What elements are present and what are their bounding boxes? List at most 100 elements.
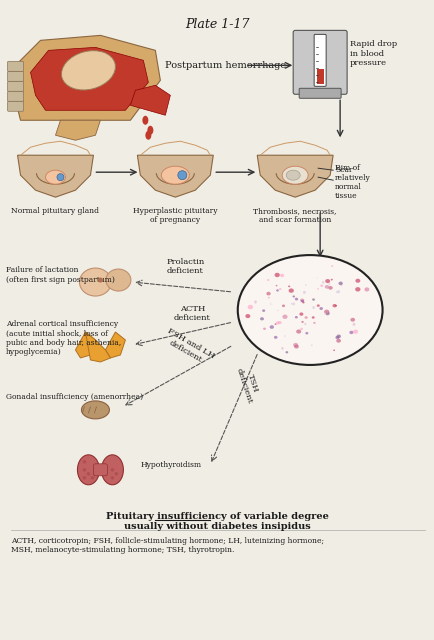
Ellipse shape [328, 283, 329, 285]
Ellipse shape [283, 335, 285, 337]
Ellipse shape [274, 323, 276, 325]
Ellipse shape [266, 279, 269, 281]
Ellipse shape [269, 303, 272, 305]
Polygon shape [256, 156, 332, 197]
Ellipse shape [266, 292, 270, 296]
Text: Hypothyroidism: Hypothyroidism [140, 461, 201, 469]
Text: Plate 1-17: Plate 1-17 [184, 19, 249, 31]
Ellipse shape [334, 305, 336, 307]
Ellipse shape [274, 273, 279, 277]
FancyBboxPatch shape [7, 92, 23, 101]
Ellipse shape [352, 323, 355, 326]
Ellipse shape [330, 279, 332, 280]
Ellipse shape [323, 312, 326, 315]
Ellipse shape [336, 290, 339, 293]
Ellipse shape [98, 278, 103, 282]
Text: Thrombosis, necrosis,
and scar formation: Thrombosis, necrosis, and scar formation [253, 207, 336, 225]
Ellipse shape [293, 344, 298, 349]
Ellipse shape [332, 304, 336, 307]
Text: Adrenal cortical insufficiency
(acute initial shock, loss of
pubic and body hair: Adrenal cortical insufficiency (acute in… [6, 320, 121, 356]
Ellipse shape [332, 349, 334, 351]
Ellipse shape [294, 316, 297, 319]
Ellipse shape [304, 316, 307, 319]
Ellipse shape [57, 173, 64, 180]
FancyBboxPatch shape [7, 61, 23, 71]
Ellipse shape [82, 460, 86, 463]
Text: ACTH, corticotropin; FSH, follicle-stimulating hormone; LH, luteinizing hormone;: ACTH, corticotropin; FSH, follicle-stimu… [10, 537, 323, 554]
Ellipse shape [77, 455, 99, 484]
Ellipse shape [325, 312, 329, 316]
Ellipse shape [349, 331, 353, 334]
Ellipse shape [273, 336, 277, 339]
Ellipse shape [294, 298, 297, 300]
Ellipse shape [110, 476, 114, 479]
Ellipse shape [326, 311, 328, 314]
Ellipse shape [335, 291, 337, 293]
Ellipse shape [237, 255, 381, 365]
Polygon shape [17, 156, 93, 197]
Ellipse shape [86, 472, 90, 476]
Ellipse shape [178, 171, 186, 180]
Ellipse shape [46, 170, 66, 184]
Ellipse shape [312, 298, 314, 301]
Text: Pituitary insufficiency of variable degree
usually without diabetes insipidus: Pituitary insufficiency of variable degr… [105, 512, 328, 531]
Ellipse shape [293, 343, 297, 347]
Ellipse shape [282, 315, 287, 319]
Ellipse shape [282, 166, 307, 184]
Ellipse shape [79, 268, 111, 296]
Text: TSH
deficient: TSH deficient [234, 365, 262, 405]
Ellipse shape [61, 51, 115, 90]
FancyBboxPatch shape [7, 101, 23, 111]
Ellipse shape [328, 286, 332, 290]
Ellipse shape [245, 314, 250, 318]
FancyBboxPatch shape [293, 30, 346, 94]
Ellipse shape [316, 277, 317, 279]
Text: FSH and LH
deficient: FSH and LH deficient [161, 326, 215, 368]
Ellipse shape [82, 468, 86, 472]
Ellipse shape [355, 278, 359, 283]
Ellipse shape [288, 289, 293, 293]
Ellipse shape [277, 321, 281, 324]
Ellipse shape [142, 116, 148, 125]
Ellipse shape [335, 339, 340, 342]
Ellipse shape [340, 285, 341, 286]
Ellipse shape [336, 335, 340, 338]
Ellipse shape [281, 305, 284, 307]
FancyBboxPatch shape [93, 464, 107, 476]
Ellipse shape [312, 306, 314, 309]
Ellipse shape [316, 288, 318, 290]
Text: ACTH
deficient: ACTH deficient [174, 305, 210, 322]
Ellipse shape [323, 310, 329, 314]
Ellipse shape [319, 307, 322, 310]
Ellipse shape [352, 330, 357, 333]
Ellipse shape [279, 274, 283, 277]
Ellipse shape [354, 287, 360, 292]
Ellipse shape [260, 317, 263, 321]
Text: Normal pituitary gland: Normal pituitary gland [11, 207, 99, 215]
FancyBboxPatch shape [299, 88, 340, 99]
Ellipse shape [110, 468, 114, 472]
Ellipse shape [299, 312, 302, 316]
Ellipse shape [275, 321, 279, 324]
Ellipse shape [267, 297, 269, 298]
Polygon shape [75, 332, 95, 358]
Polygon shape [137, 156, 213, 197]
Polygon shape [30, 47, 148, 110]
FancyBboxPatch shape [316, 69, 323, 84]
Ellipse shape [147, 125, 153, 135]
Ellipse shape [304, 284, 306, 286]
Ellipse shape [161, 166, 189, 184]
Ellipse shape [299, 298, 303, 302]
Ellipse shape [303, 323, 306, 325]
Ellipse shape [290, 303, 292, 305]
Polygon shape [56, 120, 100, 140]
Text: Rapid drop
in blood
pressure: Rapid drop in blood pressure [349, 40, 396, 67]
Ellipse shape [283, 317, 284, 319]
Text: Gonadal insufficiency (amenorrhea): Gonadal insufficiency (amenorrhea) [6, 393, 142, 401]
Ellipse shape [312, 322, 315, 324]
Polygon shape [85, 332, 110, 362]
Ellipse shape [316, 305, 319, 307]
FancyBboxPatch shape [7, 71, 23, 81]
Ellipse shape [302, 301, 304, 303]
Ellipse shape [82, 476, 86, 479]
